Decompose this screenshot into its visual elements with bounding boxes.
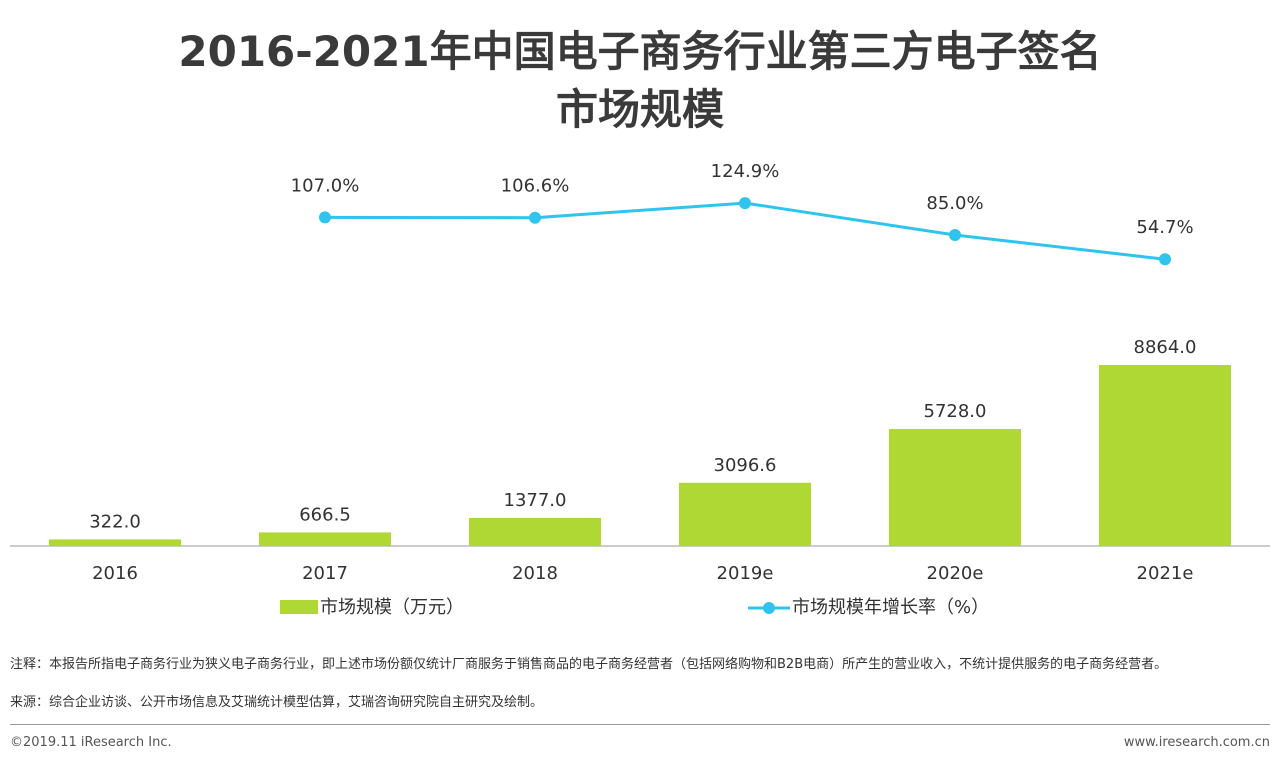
bar [679, 482, 811, 546]
line-marker [529, 211, 541, 224]
line-value-label: 54.7% [1136, 217, 1193, 238]
bar [49, 539, 181, 546]
legend-swatch [280, 600, 318, 614]
legend-swatch [763, 602, 775, 614]
line-marker [949, 229, 961, 241]
bar-value-label: 1377.0 [504, 490, 567, 511]
legend-label: 市场规模（万元） [320, 597, 464, 618]
line-value-label: 124.9% [711, 161, 780, 182]
bar-value-label: 322.0 [89, 511, 141, 532]
x-tick-label: 2020e [927, 563, 984, 584]
chart-title: 市场规模 [555, 85, 724, 134]
copyright: ©2019.11 iResearch Inc. [10, 735, 172, 750]
bar-value-label: 8864.0 [1134, 337, 1197, 358]
x-tick-label: 2017 [302, 563, 348, 584]
line-value-label: 85.0% [926, 193, 983, 214]
notes: 注释：本报告所指电子商务行业为狭义电子商务行业，即上述市场份额仅统计厂商服务于销… [10, 657, 1168, 672]
legend-label: 市场规模年增长率（%） [792, 597, 989, 618]
bar [259, 532, 391, 546]
chart: 2016 2017 2018 2019e 2020e 2021e 322.0 666.5 137… [10, 161, 1270, 618]
x-tick-label: 2016 [92, 563, 138, 584]
bar-value-label: 3096.6 [714, 455, 777, 476]
bar-value-label: 5728.0 [924, 401, 987, 422]
bar [469, 517, 601, 546]
line-marker [319, 211, 331, 224]
x-tick-label: 2021e [1137, 563, 1194, 584]
bar-value-label: 666.5 [299, 504, 351, 525]
line-value-label: 106.6% [501, 176, 570, 197]
line [324, 201, 1166, 261]
bar [889, 429, 1021, 546]
line-marker [739, 197, 751, 210]
chart-title: 2016-2021年中国电子商务行业第三方电子签名 [178, 27, 1102, 76]
website: www.iresearch.com.cn [1123, 735, 1270, 750]
x-tick-label: 2019e [717, 563, 774, 584]
line-marker [1159, 253, 1171, 266]
bar [1099, 365, 1231, 546]
line-value-label: 107.0% [291, 175, 360, 196]
source: 来源：综合企业访谈、公开市场信息及艾瑞统计模型估算，艾瑞咨询研究院自主研究及绘制… [10, 695, 544, 710]
divider [10, 724, 1270, 725]
x-tick-label: 2018 [512, 563, 558, 584]
